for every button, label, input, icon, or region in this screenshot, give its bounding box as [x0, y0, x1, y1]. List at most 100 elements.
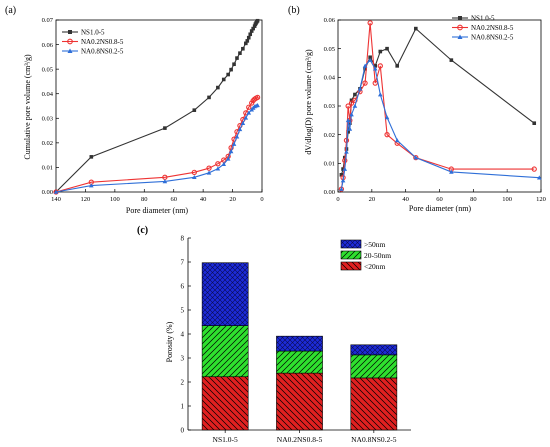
panel-b-series-point [345, 118, 351, 123]
panel-a-x-tick-label: 120 [81, 196, 91, 203]
panel-b-x-tick-label: 40 [402, 196, 409, 203]
panel-b-series-point [339, 173, 344, 177]
panel-a-y-tick-label: 0.03 [42, 115, 53, 122]
panel-c-category-label: NA0.8NS0.2-5 [351, 435, 397, 444]
stacked-bar-segment [201, 376, 249, 431]
panel-a-series-point [255, 102, 260, 108]
panel-b-legend-label: NA0.2NS0.8-5 [471, 24, 514, 32]
panel-b-series-point [367, 20, 373, 26]
panel-b-series-point [395, 64, 400, 68]
panel-b-legend-marker [457, 34, 463, 39]
panel-b-series-point [357, 86, 363, 91]
panel-b-series-point [345, 103, 351, 109]
panel-b-series-point [353, 92, 357, 97]
panel-b-x-tick-label: 20 [369, 196, 376, 203]
panel-a-legend-marker [67, 48, 73, 53]
panel-b-series-point [384, 115, 390, 120]
panel-b-x-tick-label: 60 [436, 196, 443, 203]
panel-a-xlabel: Pore diameter (nm) [126, 206, 189, 215]
panel-b-series-line-1 [340, 22, 535, 190]
panel-b-series-point [394, 138, 400, 143]
panel-b-series-point [413, 155, 419, 160]
panel-c-y-tick-label: 7 [181, 259, 185, 267]
panel-a-series-point [226, 72, 230, 77]
panel-b-series-point [449, 58, 454, 62]
panel-b-series-point [532, 121, 537, 125]
panel-a-series-point [206, 165, 212, 171]
panel-a-x-tick-label: 100 [110, 196, 120, 203]
stacked-bar-segment [276, 335, 323, 352]
panel-a-chart: 140 120 100 80 60 40 20 0 0.00 0.01 0.02 0.03 0.04 0.… [42, 17, 264, 203]
panel-c-legend-swatch [340, 261, 362, 271]
panel-a-x-tick-label: 20 [229, 196, 236, 203]
panel-a-y-tick-label: 0.06 [42, 42, 54, 49]
panel-a-y-tick-label: 0.07 [42, 17, 54, 24]
panel-c-chart: 0 1 2 3 4 5 6 7 8 NS1.0-5 NA0.2NS0.8-5 NA0.8NS0.2-5… [181, 235, 411, 444]
panel-a-x-tick-label: 60 [170, 196, 177, 203]
panel-b-x-tick-label: 100 [502, 196, 512, 203]
panel-b-y-tick-label: 0.02 [324, 132, 335, 139]
panel-c-legend-label: >50nm [364, 240, 385, 249]
panel-b-series-point [378, 49, 383, 54]
panel-a-series-point [221, 77, 226, 82]
panel-b-series-point [362, 63, 368, 68]
panel-a-series-point [234, 134, 240, 139]
panel-a-series-line-1 [55, 96, 258, 193]
panel-a-series-point [207, 95, 211, 100]
panel-b-series-point [385, 46, 389, 51]
stacked-bar-segment [350, 344, 398, 356]
panel-b-series-point [348, 121, 352, 125]
panel-b-x-tick-label: 80 [470, 196, 477, 203]
panel-b-series-point [349, 98, 354, 103]
panel-a-series-point [237, 127, 243, 132]
panel-b-series-point [372, 66, 378, 71]
panel-a-y-tick-label: 0.00 [42, 189, 53, 196]
panel-a-series-point [162, 179, 168, 184]
panel-b-series-point [342, 157, 348, 164]
panel-a-series-point [231, 141, 237, 146]
panel-c-y-tick-label: 6 [181, 283, 185, 291]
panel-b-series-point [344, 149, 349, 154]
panel-a-legend-label: NA0.8NS0.2-5 [81, 48, 124, 56]
panel-a-series-point [255, 18, 260, 23]
panel-b-y-tick-label: 0.00 [324, 189, 335, 196]
panel-a-series-point [246, 110, 252, 115]
panel-b-series-point [339, 186, 344, 191]
panel-c-ylabel: Porosity (%) [165, 321, 174, 362]
panel-b-series-line-2 [340, 59, 540, 190]
panel-c-legend-swatch [340, 239, 362, 249]
panel-b-y-tick-label: 0.03 [324, 103, 335, 110]
panel-a-series-point [246, 104, 252, 110]
panel-c-legend: >50nm 20-50nm <20nm [340, 239, 391, 271]
panel-a-series-point [243, 115, 249, 120]
panel-b-series-point [349, 112, 354, 117]
panel-a-x-tick-label: 80 [141, 196, 148, 203]
panel-b-ylabel: dV/dlog(D) pore volume (cm³/g) [304, 49, 313, 155]
panel-a-series-point [89, 183, 94, 188]
panel-b-series-point [368, 55, 372, 60]
panel-a-series-point [163, 126, 167, 130]
panel-a-series-line-0 [55, 20, 259, 193]
panel-b-series-point [367, 57, 373, 62]
panel-b-x-tick-label: 0 [336, 196, 339, 203]
panel-b-series-point [363, 66, 367, 71]
panel-b-legend-label: NS1.0-5 [471, 15, 495, 23]
panel-a-series-point [192, 174, 197, 180]
panel-b-series-point [348, 100, 355, 106]
panel-c-label: (c) [137, 225, 148, 236]
panel-b-series-point [362, 80, 368, 86]
panel-b-y-tick-label: 0.06 [324, 17, 336, 24]
stacked-bar-segment [201, 262, 249, 326]
panel-a-series-point [192, 108, 197, 112]
panel-b-series-point [377, 63, 383, 69]
panel-c-y-tick-label: 2 [181, 379, 185, 387]
panel-b-series-point [352, 103, 358, 108]
panel-b-y-tick-label: 0.01 [324, 161, 335, 168]
panel-c-y-tick-label: 3 [181, 355, 185, 363]
panel-a-series-point [248, 32, 253, 37]
panel-b-series-point [341, 167, 345, 171]
panel-a-y-tick-label: 0.01 [42, 165, 53, 172]
panel-b-series-point [414, 26, 418, 31]
